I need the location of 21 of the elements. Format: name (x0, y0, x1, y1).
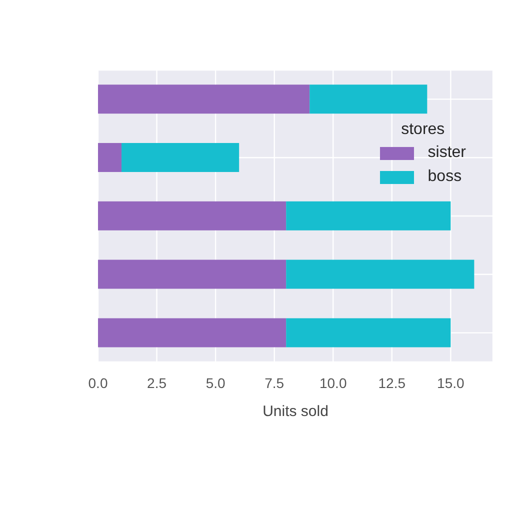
bar (98, 260, 286, 289)
x-tick-label: 7.5 (264, 375, 284, 391)
bar (98, 201, 286, 230)
x-tick-label: 5.0 (206, 375, 226, 391)
x-tick-label: 10.0 (319, 375, 347, 391)
bar (98, 84, 310, 114)
bar (122, 143, 240, 172)
bar (310, 84, 428, 114)
legend-label: boss (428, 168, 462, 186)
x-tick-label: 15.0 (437, 375, 465, 391)
legend-label: sister (428, 144, 466, 162)
bar (286, 260, 474, 289)
x-tick-label: 2.5 (147, 375, 167, 391)
x-axis-title: Units sold (262, 403, 328, 420)
bar (286, 201, 451, 230)
bar (98, 143, 122, 172)
x-tick-label: 0.0 (88, 375, 108, 391)
x-tick-label: 12.5 (378, 375, 406, 391)
bar (98, 318, 286, 348)
legend-title: stores (400, 121, 446, 139)
bar (286, 318, 451, 348)
